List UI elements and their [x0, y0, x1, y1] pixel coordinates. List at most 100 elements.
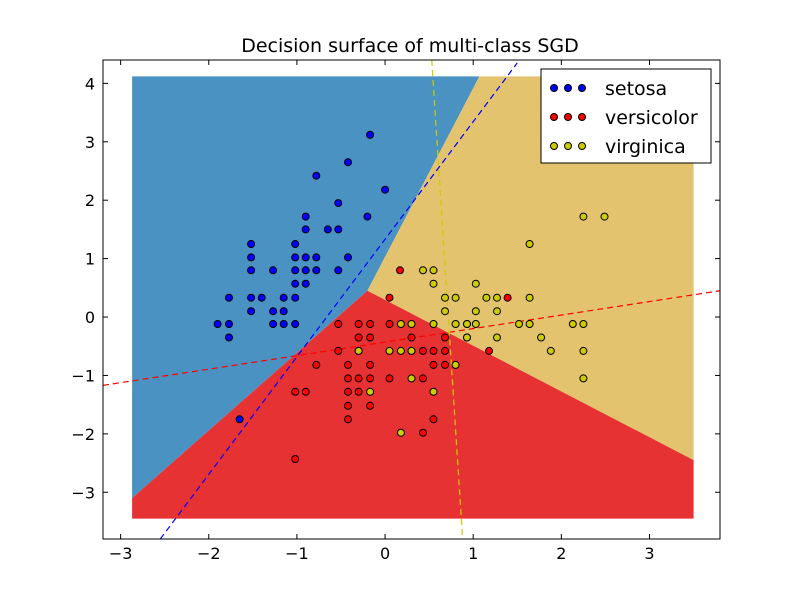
- point-virginica: [482, 293, 491, 302]
- point-setosa: [291, 320, 300, 328]
- x-tick-label: 2: [556, 544, 566, 563]
- point-virginica: [463, 320, 471, 328]
- legend-label-setosa: setosa: [605, 78, 667, 100]
- region-versicolor: [132, 290, 694, 519]
- point-virginica: [493, 307, 501, 316]
- point-setosa: [381, 185, 390, 194]
- legend-marker-versicolor: [550, 113, 558, 121]
- axis-ticks: −3 −2 −1 0 1 2 3 −3 −2 −1 0 1 2 3 4: [71, 60, 720, 563]
- y-tick-label: −2: [71, 425, 95, 444]
- point-setosa: [301, 279, 310, 288]
- point-versicolor: [396, 266, 404, 275]
- point-setosa: [269, 307, 278, 316]
- point-versicolor: [334, 346, 343, 355]
- point-versicolor: [429, 415, 438, 424]
- x-tick-label: −2: [197, 544, 221, 563]
- point-versicolor: [334, 320, 343, 328]
- point-virginica: [396, 320, 405, 328]
- point-versicolor: [291, 387, 300, 396]
- point-virginica: [441, 307, 449, 316]
- point-virginica: [354, 346, 363, 355]
- point-virginica: [493, 293, 501, 302]
- x-tick-label: −3: [109, 544, 133, 563]
- hyperplane-setosa: [159, 62, 518, 539]
- point-virginica: [366, 387, 375, 396]
- point-versicolor: [344, 401, 352, 410]
- point-versicolor: [301, 387, 310, 396]
- point-versicolor: [344, 360, 352, 369]
- point-setosa: [291, 266, 300, 275]
- point-virginica: [525, 320, 534, 328]
- point-versicolor: [366, 333, 375, 342]
- x-tick-label: 0: [380, 544, 390, 563]
- point-virginica: [429, 320, 438, 328]
- point-virginica: [396, 346, 405, 355]
- point-virginica: [407, 320, 416, 328]
- legend-marker-virginica: [564, 142, 572, 150]
- point-setosa: [279, 320, 288, 328]
- point-setosa: [366, 130, 375, 139]
- point-versicolor: [407, 333, 416, 342]
- point-versicolor: [385, 293, 394, 302]
- legend-marker-versicolor: [578, 113, 586, 121]
- point-versicolor: [429, 360, 438, 369]
- point-setosa: [312, 171, 321, 180]
- point-virginica: [463, 333, 471, 342]
- point-versicolor: [312, 360, 321, 369]
- point-versicolor: [354, 374, 363, 383]
- point-virginica: [429, 387, 438, 396]
- point-setosa: [301, 212, 310, 221]
- point-versicolor: [419, 428, 427, 437]
- point-setosa: [291, 240, 300, 248]
- point-virginica: [579, 346, 588, 355]
- point-virginica: [471, 307, 480, 316]
- point-setosa: [247, 240, 256, 248]
- point-versicolor: [485, 346, 494, 355]
- point-virginica: [471, 320, 480, 328]
- x-tick-label: 1: [468, 544, 478, 563]
- point-setosa: [257, 293, 266, 302]
- point-virginica: [451, 360, 460, 369]
- point-virginica: [429, 279, 438, 288]
- point-virginica: [579, 212, 588, 221]
- point-virginica: [579, 374, 588, 383]
- point-virginica: [600, 212, 609, 221]
- point-versicolor: [419, 346, 427, 355]
- point-setosa: [363, 212, 372, 221]
- data-points: [213, 130, 609, 463]
- point-setosa: [291, 279, 300, 288]
- legend: setosa versicolor virginica: [540, 68, 712, 164]
- point-setosa: [312, 266, 321, 275]
- point-virginica: [493, 333, 501, 342]
- y-tick-label: 0: [85, 308, 95, 327]
- point-setosa: [344, 253, 352, 262]
- point-versicolor: [441, 346, 449, 355]
- point-setosa: [279, 307, 288, 316]
- point-setosa: [247, 253, 256, 262]
- point-virginica: [419, 266, 427, 275]
- legend-marker-setosa: [564, 84, 572, 92]
- point-setosa: [247, 307, 256, 316]
- legend-marker-setosa: [578, 84, 586, 92]
- point-versicolor: [419, 374, 427, 383]
- point-versicolor: [366, 320, 375, 328]
- point-setosa: [301, 266, 310, 275]
- point-setosa: [334, 225, 343, 234]
- point-setosa: [301, 225, 310, 234]
- point-setosa: [312, 253, 321, 262]
- point-setosa: [334, 199, 343, 208]
- point-virginica: [515, 320, 523, 328]
- point-virginica: [537, 333, 546, 342]
- y-tick-label: 1: [85, 250, 95, 269]
- point-virginica: [429, 266, 438, 275]
- x-tick-label: −1: [285, 544, 309, 563]
- point-versicolor: [354, 320, 363, 328]
- point-setosa: [323, 225, 332, 234]
- y-tick-label: 2: [85, 191, 95, 210]
- legend-marker-versicolor: [564, 113, 572, 121]
- point-setosa: [269, 266, 278, 275]
- point-versicolor: [503, 293, 512, 302]
- point-virginica: [451, 293, 460, 302]
